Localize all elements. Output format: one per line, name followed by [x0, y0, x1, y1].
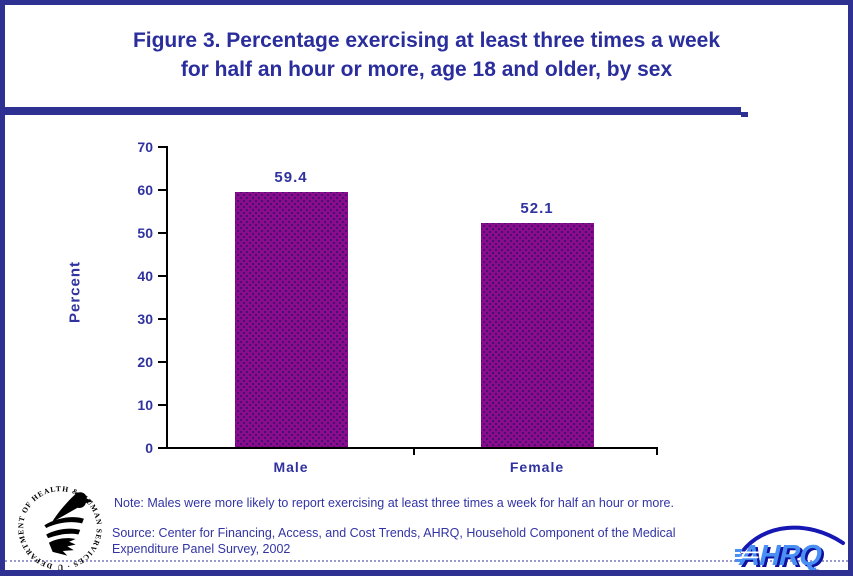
- y-tick-label: 20: [137, 354, 153, 370]
- title-divider-bar: [5, 107, 748, 117]
- ahrq-arc: [740, 525, 845, 554]
- y-axis-line: [166, 146, 168, 449]
- y-tick-label: 70: [137, 139, 153, 155]
- y-tick-mark: [158, 447, 166, 449]
- figure-title-line1: Figure 3. Percentage exercising at least…: [132, 29, 721, 52]
- category-label-female: Female: [509, 459, 565, 475]
- hhs-circle-text: DEPARTMENT OF HEALTH & HUMAN SERVICES · …: [14, 482, 103, 572]
- source-text-line1: Source: Center for Financing, Access, an…: [112, 526, 676, 540]
- y-tick-label: 10: [137, 397, 153, 413]
- bar-female: [481, 223, 594, 447]
- hhs-eagle-glyph: [44, 492, 94, 556]
- value-label-female: 52.1: [520, 200, 554, 217]
- footer-dotted-divider: [5, 560, 848, 562]
- figure-title: Figure 3. Percentage exercising at least…: [0, 26, 853, 84]
- category-label-male: Male: [273, 459, 309, 475]
- ahrq-wordmark: AHRQ AHRQ: [735, 539, 828, 572]
- y-tick-mark: [158, 146, 166, 148]
- y-tick-label: 40: [137, 268, 153, 284]
- figure-title-line2: for half an hour or more, age 18 and old…: [180, 58, 673, 81]
- x-axis-line: [167, 447, 658, 449]
- svg-text:DEPARTMENT OF HEALTH & HUMAN S: DEPARTMENT OF HEALTH & HUMAN SERVICES · …: [14, 482, 104, 572]
- y-tick-label: 60: [137, 182, 153, 198]
- y-tick-mark: [158, 318, 166, 320]
- bottom-border: [0, 570, 853, 576]
- y-tick-mark: [158, 189, 166, 191]
- svg-text:AHRQ: AHRQ: [736, 539, 825, 572]
- source-text-line2: Expenditure Panel Survey, 2002: [112, 542, 291, 556]
- y-tick-label: 50: [137, 225, 153, 241]
- x-tick-mark: [656, 449, 658, 455]
- y-tick-mark: [158, 275, 166, 277]
- y-tick-mark: [158, 361, 166, 363]
- y-tick-label: 0: [145, 440, 153, 456]
- y-axis-title: Percent: [66, 260, 84, 324]
- y-tick-label: 30: [137, 311, 153, 327]
- ahrq-logo: AHRQ AHRQ: [735, 525, 845, 572]
- bar-male: [235, 192, 348, 447]
- note-text: Note: Males were more likely to report e…: [114, 496, 674, 510]
- y-tick-mark: [158, 232, 166, 234]
- hhs-eagle-logo: DEPARTMENT OF HEALTH & HUMAN SERVICES · …: [14, 482, 104, 572]
- ahrq-speed-stripes: [735, 549, 759, 562]
- x-tick-mark: [413, 449, 415, 455]
- value-label-male: 59.4: [274, 169, 308, 186]
- source-text: Source: Center for Financing, Access, an…: [112, 525, 752, 557]
- y-tick-mark: [158, 404, 166, 406]
